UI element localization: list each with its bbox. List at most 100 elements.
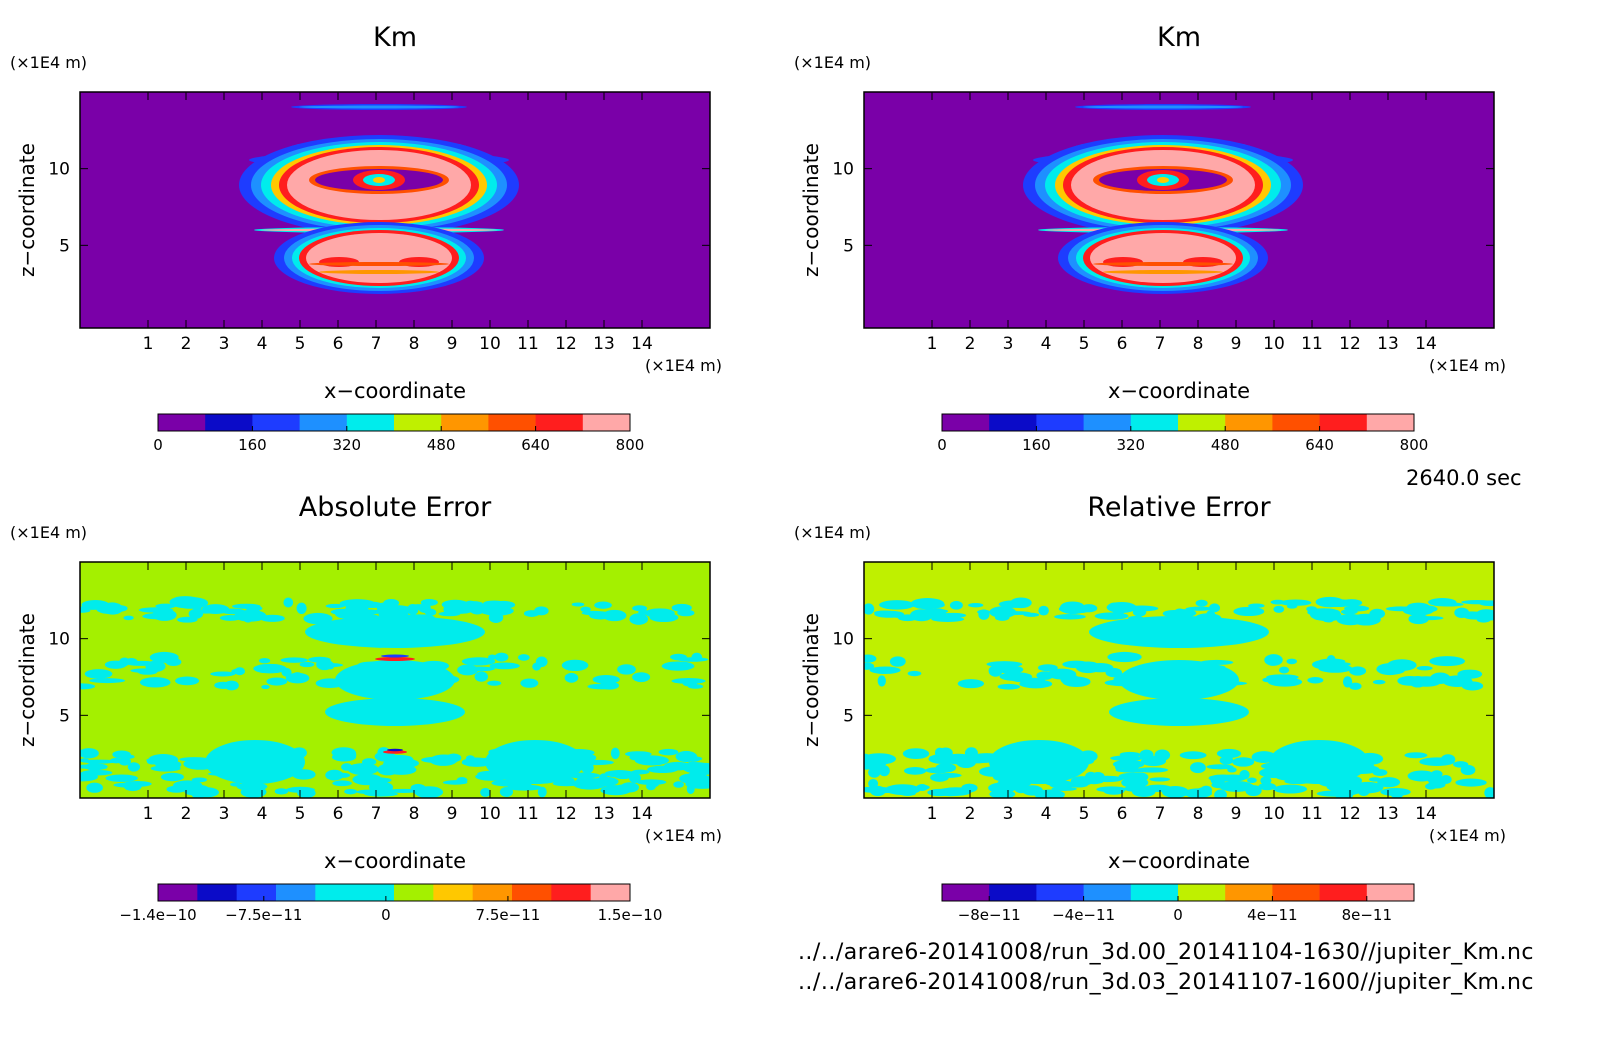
error-patch <box>564 672 579 683</box>
error-patch <box>175 676 200 686</box>
plume-contour <box>1083 105 1243 109</box>
plot-area <box>80 562 710 798</box>
error-patch <box>352 773 383 786</box>
error-patch <box>1010 597 1032 609</box>
error-patch <box>989 740 1089 784</box>
error-patch <box>1427 777 1450 785</box>
error-patch <box>150 765 181 772</box>
error-patch <box>629 773 641 784</box>
x-tick-label: 6 <box>333 334 344 354</box>
x-tick-label: 11 <box>517 334 539 354</box>
colorbar-label: 800 <box>1400 436 1429 454</box>
error-patch <box>683 762 710 770</box>
error-patch <box>687 684 704 689</box>
error-patch <box>964 747 978 759</box>
error-patch <box>561 659 589 672</box>
chart-title: Absolute Error <box>299 492 492 523</box>
x-tick-label: 4 <box>1041 334 1052 354</box>
error-patch <box>968 603 984 608</box>
error-patch <box>80 608 91 613</box>
colorbar-segment <box>1036 884 1085 901</box>
colorbar-segment <box>1319 414 1368 431</box>
error-patch <box>1318 664 1353 673</box>
error-patch <box>214 681 233 689</box>
error-patch <box>480 787 491 797</box>
error-patch <box>344 788 357 795</box>
error-patch <box>632 672 651 683</box>
plume-contour <box>1157 177 1169 183</box>
colorbar-segment <box>1225 884 1273 901</box>
error-patch <box>166 785 187 793</box>
error-patch <box>688 771 707 778</box>
x-tick-label: 12 <box>555 804 577 824</box>
error-patch <box>499 786 514 797</box>
x-tick-label: 1 <box>143 334 154 354</box>
x-tick-label: 1 <box>927 804 938 824</box>
error-patch <box>281 667 292 677</box>
error-patch <box>1351 781 1384 794</box>
error-patch <box>119 657 130 667</box>
colorbar-segment <box>1036 414 1085 431</box>
x-tick-label: 13 <box>593 334 615 354</box>
x-tick-label: 4 <box>257 804 268 824</box>
error-patch <box>904 767 927 775</box>
colorbar-segment <box>551 884 592 901</box>
x-tick-label: 5 <box>295 334 306 354</box>
error-patch <box>610 747 620 760</box>
error-patch <box>1323 615 1335 623</box>
error-patch <box>907 670 922 677</box>
error-patch <box>118 757 131 766</box>
error-patch <box>360 601 383 609</box>
error-patch <box>169 596 202 609</box>
error-patch <box>461 657 496 666</box>
error-patch <box>236 782 268 791</box>
colorbar-segment <box>590 884 631 901</box>
error-patch <box>356 789 383 795</box>
chart-title: Km <box>1157 22 1201 53</box>
error-patch <box>1187 789 1197 795</box>
error-patch <box>1380 787 1411 797</box>
error-patch <box>103 602 121 615</box>
error-patch <box>260 614 285 622</box>
error-patch <box>949 600 963 610</box>
x-tick-label: 8 <box>1193 804 1204 824</box>
x-tick-label: 9 <box>447 804 458 824</box>
plot-frame <box>863 91 1495 329</box>
y-tick-label: 5 <box>843 236 854 256</box>
x-tick-label: 2 <box>965 804 976 824</box>
error-patch <box>409 604 428 610</box>
error-patch <box>145 660 166 672</box>
x-tick-label: 12 <box>555 334 577 354</box>
error-patch <box>487 680 502 686</box>
colorbar-label: 0 <box>153 436 163 454</box>
colorbar-segment <box>1225 414 1273 431</box>
error-patch <box>1376 663 1404 676</box>
error-patch <box>305 616 485 648</box>
colorbar-label: 800 <box>616 436 645 454</box>
x-tick-label: 13 <box>593 804 615 824</box>
y-tick-label: 10 <box>48 160 70 180</box>
x-axis-label: x−coordinate <box>1108 379 1250 403</box>
x-tick-label: 8 <box>409 804 420 824</box>
error-patch <box>592 675 620 684</box>
error-patch <box>581 610 605 616</box>
error-patch <box>1454 607 1470 618</box>
plume-contour <box>1093 262 1233 266</box>
error-patch <box>1109 698 1249 726</box>
error-patch <box>989 789 1016 798</box>
error-patch <box>112 750 131 759</box>
error-patch <box>616 784 627 789</box>
x-tick-label: 3 <box>1003 334 1014 354</box>
x-tick-label: 7 <box>371 804 382 824</box>
error-patch <box>1062 660 1090 669</box>
error-patch <box>1214 789 1227 798</box>
error-patch <box>1209 603 1221 613</box>
error-patch <box>935 772 962 778</box>
error-patch <box>280 657 308 663</box>
y-axis-unit: (×1E4 m) <box>794 523 871 542</box>
error-patch <box>296 602 307 615</box>
colorbar-label: 0 <box>381 906 391 924</box>
error-patch <box>1455 778 1487 787</box>
error-patch <box>535 656 548 668</box>
